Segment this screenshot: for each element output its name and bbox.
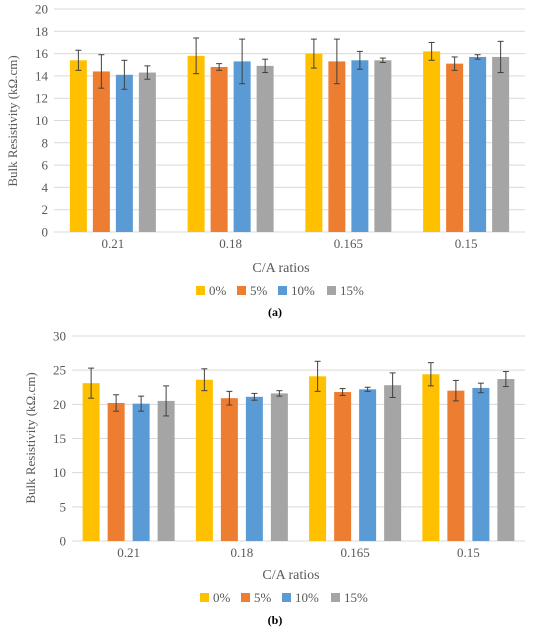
legend-label: 10% bbox=[291, 283, 315, 298]
legend-swatch bbox=[237, 286, 246, 295]
bar bbox=[270, 393, 288, 541]
bar bbox=[492, 56, 510, 232]
x-tick-label: 0.165 bbox=[334, 236, 363, 251]
legend-swatch bbox=[331, 593, 340, 602]
y-tick-label: 5 bbox=[60, 499, 67, 514]
legend-swatch bbox=[241, 593, 250, 602]
legend-swatch bbox=[200, 593, 209, 602]
bar bbox=[220, 398, 238, 541]
bar bbox=[497, 379, 515, 541]
bar bbox=[446, 63, 464, 233]
y-tick-label: 12 bbox=[35, 91, 48, 106]
y-tick-label: 15 bbox=[53, 431, 66, 446]
chart-a-x-axis-label: C/A ratios bbox=[252, 261, 309, 276]
bar bbox=[82, 383, 100, 541]
chart-a: 0 2 4 6 8 10 12 14 16 18 20 0.21 0.18 0.165 0.15 Bulk… bbox=[5, 2, 525, 319]
chart-b-y-tick-labels: 0 5 10 15 20 25 30 bbox=[53, 329, 66, 549]
bar bbox=[384, 385, 402, 541]
bar bbox=[447, 390, 465, 541]
bar bbox=[233, 61, 251, 232]
y-tick-label: 20 bbox=[35, 2, 48, 17]
chart-a-y-tick-labels: 0 2 4 6 8 10 12 14 16 18 20 bbox=[35, 2, 49, 240]
chart-b: 0 5 10 15 20 25 30 0.21 0.18 0.165 0.15 Bulk Resi… bbox=[23, 329, 525, 627]
bar bbox=[422, 374, 440, 541]
x-tick-label: 0.18 bbox=[219, 236, 242, 251]
chart-b-legend: 0% 5% 10% 15% bbox=[200, 590, 368, 605]
bar bbox=[334, 392, 352, 541]
bar bbox=[187, 55, 205, 232]
x-tick-label: 0.21 bbox=[102, 236, 125, 251]
bar bbox=[92, 71, 110, 232]
legend-swatch bbox=[282, 593, 291, 602]
chart-b-x-axis-label: C/A ratios bbox=[262, 568, 319, 583]
bar bbox=[245, 396, 263, 541]
bar bbox=[309, 376, 327, 541]
bar bbox=[374, 60, 392, 232]
legend-label: 10% bbox=[295, 590, 319, 605]
y-tick-label: 10 bbox=[53, 465, 66, 480]
bar bbox=[132, 403, 150, 541]
chart-a-legend: 0% 5% 10% 15% bbox=[196, 283, 364, 298]
bar bbox=[157, 400, 175, 541]
y-tick-label: 0 bbox=[60, 534, 67, 549]
legend-label: 0% bbox=[213, 590, 231, 605]
bar bbox=[210, 66, 228, 232]
bar bbox=[423, 51, 441, 233]
chart-a-y-axis-label: Bulk Resistivity (kΩ.cm) bbox=[5, 55, 20, 186]
y-tick-label: 20 bbox=[53, 397, 66, 412]
chart-b-x-tick-labels: 0.21 0.18 0.165 0.15 bbox=[117, 545, 480, 560]
bar bbox=[107, 402, 125, 541]
x-tick-label: 0.165 bbox=[341, 545, 370, 560]
x-tick-label: 0.15 bbox=[455, 236, 478, 251]
x-tick-label: 0.21 bbox=[117, 545, 140, 560]
bar bbox=[115, 74, 133, 232]
bar bbox=[359, 389, 377, 541]
legend-label: 5% bbox=[254, 590, 272, 605]
chart-a-x-tick-labels: 0.21 0.18 0.165 0.15 bbox=[102, 236, 478, 251]
legend-swatch bbox=[196, 286, 205, 295]
y-tick-label: 0 bbox=[42, 225, 49, 240]
bar bbox=[328, 61, 346, 232]
chart-a-bars bbox=[69, 37, 510, 233]
bar bbox=[69, 60, 87, 232]
bar bbox=[256, 65, 274, 233]
bar bbox=[305, 53, 323, 232]
y-tick-label: 14 bbox=[35, 68, 49, 83]
bar bbox=[138, 72, 156, 233]
legend-label: 0% bbox=[209, 283, 227, 298]
bar bbox=[351, 60, 369, 232]
y-tick-label: 6 bbox=[42, 158, 49, 173]
chart-b-caption: (b) bbox=[268, 613, 283, 627]
y-tick-label: 2 bbox=[42, 202, 49, 217]
y-tick-label: 10 bbox=[35, 113, 48, 128]
x-tick-label: 0.18 bbox=[231, 545, 254, 560]
y-tick-label: 18 bbox=[35, 24, 48, 39]
legend-label: 15% bbox=[340, 283, 364, 298]
y-tick-label: 30 bbox=[53, 329, 66, 344]
bar bbox=[469, 56, 487, 232]
legend-label: 5% bbox=[250, 283, 268, 298]
bar bbox=[472, 387, 490, 541]
chart-a-caption: (a) bbox=[268, 305, 282, 319]
legend-label: 15% bbox=[344, 590, 368, 605]
y-tick-label: 25 bbox=[53, 363, 66, 378]
y-tick-label: 16 bbox=[35, 46, 49, 61]
y-tick-label: 8 bbox=[42, 135, 49, 150]
chart-b-bars bbox=[82, 360, 515, 541]
legend-swatch bbox=[278, 286, 287, 295]
legend-swatch bbox=[327, 286, 336, 295]
bar bbox=[195, 379, 213, 541]
y-tick-label: 4 bbox=[42, 180, 49, 195]
chart-b-y-axis-label: Bulk Resistivity (kΩ.cm) bbox=[23, 372, 38, 503]
x-tick-label: 0.15 bbox=[457, 545, 480, 560]
